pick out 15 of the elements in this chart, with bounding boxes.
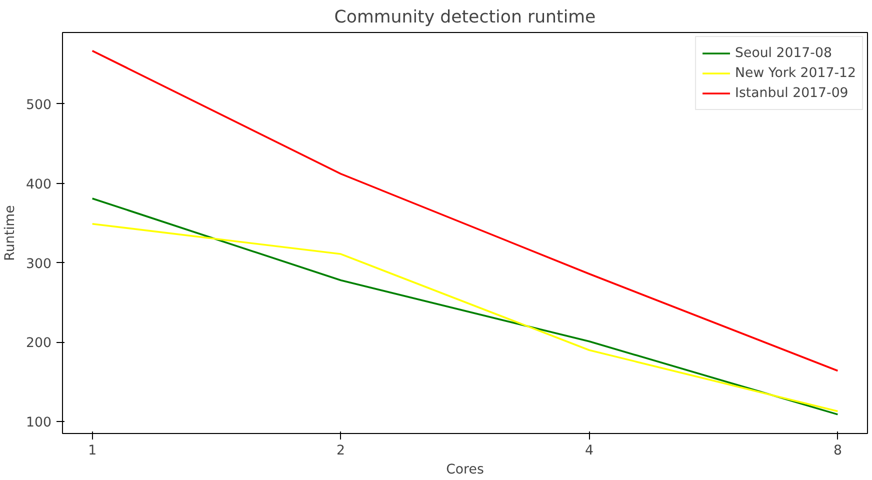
chart-title: Community detection runtime [334, 8, 596, 28]
x-tick-label: 1 [88, 444, 97, 458]
x-axis-title: Cores [446, 462, 484, 478]
y-axis-title: Runtime [3, 205, 18, 261]
y-tick-label: 300 [26, 256, 52, 272]
x-tick-label: 4 [584, 444, 594, 458]
y-tick-label: 500 [26, 98, 52, 113]
legend-label: Seoul 2017-08 [735, 46, 832, 60]
y-tick-label: 400 [26, 177, 52, 192]
y-tick-label: 100 [26, 416, 52, 431]
legend-label: New York 2017-12 [735, 66, 856, 80]
y-tick-label: 200 [26, 336, 52, 352]
x-tick-label: 2 [336, 444, 346, 458]
x-tick-label: 8 [833, 444, 842, 458]
legend-label: Istanbul 2017-09 [735, 86, 848, 100]
